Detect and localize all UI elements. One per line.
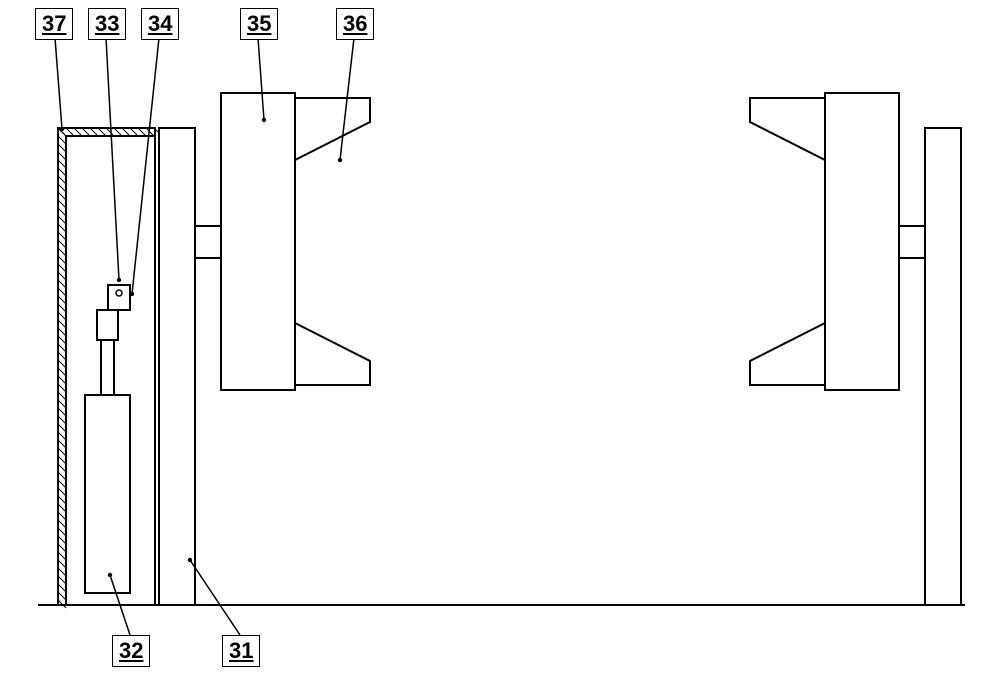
- label-32: 32: [112, 635, 150, 667]
- diagram-svg: [0, 0, 1000, 685]
- diagram-canvas: 37 33 34 35 36 32 31: [0, 0, 1000, 685]
- label-34: 34: [141, 8, 179, 40]
- label-33: 33: [88, 8, 126, 40]
- label-31: 31: [222, 635, 260, 667]
- label-37: 37: [35, 8, 73, 40]
- label-36: 36: [336, 8, 374, 40]
- label-35: 35: [240, 8, 278, 40]
